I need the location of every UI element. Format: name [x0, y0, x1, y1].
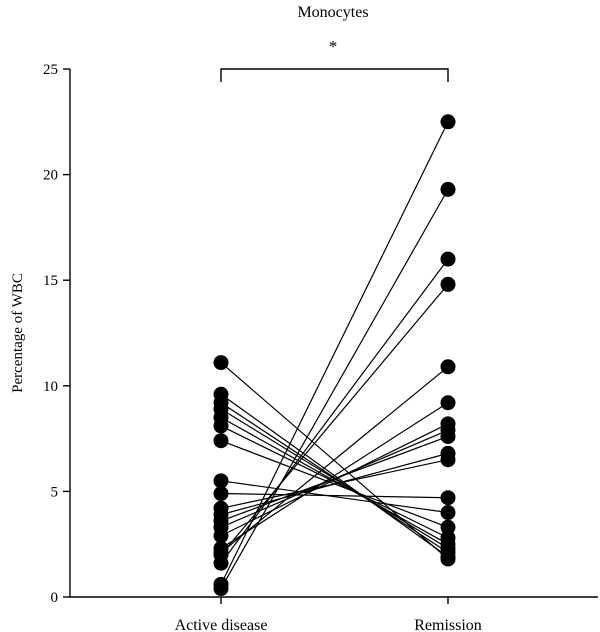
pair-line: [220, 408, 449, 549]
chart-title: Monocytes: [297, 4, 368, 21]
point-remission: [440, 251, 456, 267]
point-remission: [440, 114, 456, 130]
y-tick-label-20: 20: [43, 168, 58, 184]
pair-line: [220, 440, 449, 528]
point-remission: [440, 395, 456, 411]
point-remission: [440, 181, 456, 197]
axes: 0 5 10 15 20 25: [43, 62, 598, 606]
y-tick-label-0: 0: [51, 590, 59, 606]
pair-line: [220, 393, 449, 558]
data-points: [213, 114, 456, 597]
point-active-disease: [213, 576, 229, 592]
x-tick-label-active-disease: Active disease: [175, 617, 268, 632]
point-remission: [440, 276, 456, 292]
point-active-disease: [213, 386, 229, 402]
point-active-disease: [213, 486, 229, 502]
significance-marker: *: [329, 37, 338, 56]
pair-line: [220, 284, 449, 556]
y-axis-label: Percentage of WBC: [10, 273, 26, 393]
point-remission: [440, 551, 456, 567]
point-active-disease: [213, 473, 229, 489]
pair-line: [220, 425, 449, 539]
point-active-disease: [213, 355, 229, 371]
pair-line: [220, 492, 449, 499]
pair-line: [220, 189, 449, 589]
pair-line: [220, 362, 449, 560]
pair-lines: [220, 121, 449, 589]
pair-line: [220, 258, 449, 564]
point-active-disease: [213, 433, 229, 449]
pair-line: [220, 416, 449, 545]
y-tick-label-5: 5: [51, 484, 59, 500]
point-remission: [440, 490, 456, 506]
pair-line: [220, 366, 449, 554]
point-remission: [440, 505, 456, 521]
x-tick-label-remission: Remission: [414, 617, 482, 632]
significance-bracket: [220, 68, 449, 82]
pair-line: [220, 480, 449, 514]
pair-line: [220, 423, 449, 537]
y-tick-label-10: 10: [43, 379, 58, 395]
point-remission: [440, 428, 456, 444]
point-active-disease: [213, 540, 229, 556]
pair-line: [220, 402, 449, 554]
y-tick-label-15: 15: [43, 273, 58, 289]
point-remission: [440, 452, 456, 468]
point-remission: [440, 359, 456, 375]
point-remission: [440, 519, 456, 535]
y-tick-label-25: 25: [43, 62, 58, 78]
point-active-disease: [213, 500, 229, 516]
